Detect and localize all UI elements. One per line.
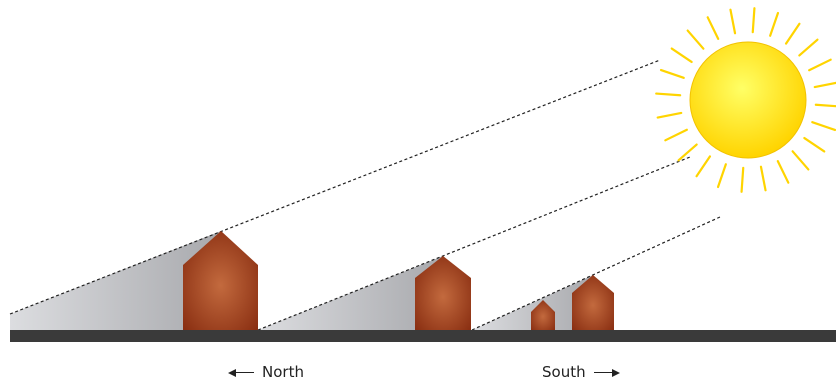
- sun-ray: [670, 47, 693, 64]
- sun-icon: [655, 7, 836, 193]
- south-indicator: South: [542, 365, 620, 380]
- ground: [10, 330, 836, 342]
- sun-ray: [655, 92, 682, 97]
- sun-ray: [776, 160, 790, 184]
- sun-ray: [716, 163, 727, 189]
- sun-ray: [808, 58, 832, 72]
- sun-ray: [759, 165, 767, 192]
- sun-ray: [686, 29, 705, 50]
- sun-ray: [784, 22, 801, 45]
- sun-line-3: [471, 216, 721, 331]
- sun-ray: [659, 68, 685, 79]
- house-icon: [531, 300, 555, 330]
- sun-ray: [803, 136, 826, 153]
- sun-ray: [740, 166, 745, 193]
- sun-ray: [729, 8, 737, 35]
- sun-line-1: [9, 59, 661, 315]
- sun-ray: [751, 7, 756, 34]
- sun-ray: [813, 81, 836, 89]
- sun-ray: [695, 155, 712, 178]
- north-label: North: [262, 363, 304, 381]
- sun-core: [689, 41, 807, 159]
- sun-ray: [811, 121, 836, 132]
- house-icon: [572, 275, 614, 330]
- sun-ray: [769, 11, 780, 37]
- left-arrow-icon: [228, 368, 258, 378]
- house-icon: [415, 256, 471, 330]
- sun-ray: [798, 38, 819, 57]
- sun-ray: [677, 143, 698, 162]
- right-arrow-icon: [590, 368, 620, 378]
- sun-ray: [791, 150, 810, 171]
- south-label: South: [542, 363, 586, 381]
- shadow-large-house: [10, 231, 221, 330]
- house-icon: [183, 231, 258, 330]
- sun-ray: [814, 103, 836, 108]
- sun-line-2: [257, 156, 691, 331]
- sun-ray: [656, 111, 683, 119]
- north-indicator: North: [228, 365, 304, 380]
- sun-ray: [706, 16, 720, 40]
- sun-ray: [664, 128, 688, 142]
